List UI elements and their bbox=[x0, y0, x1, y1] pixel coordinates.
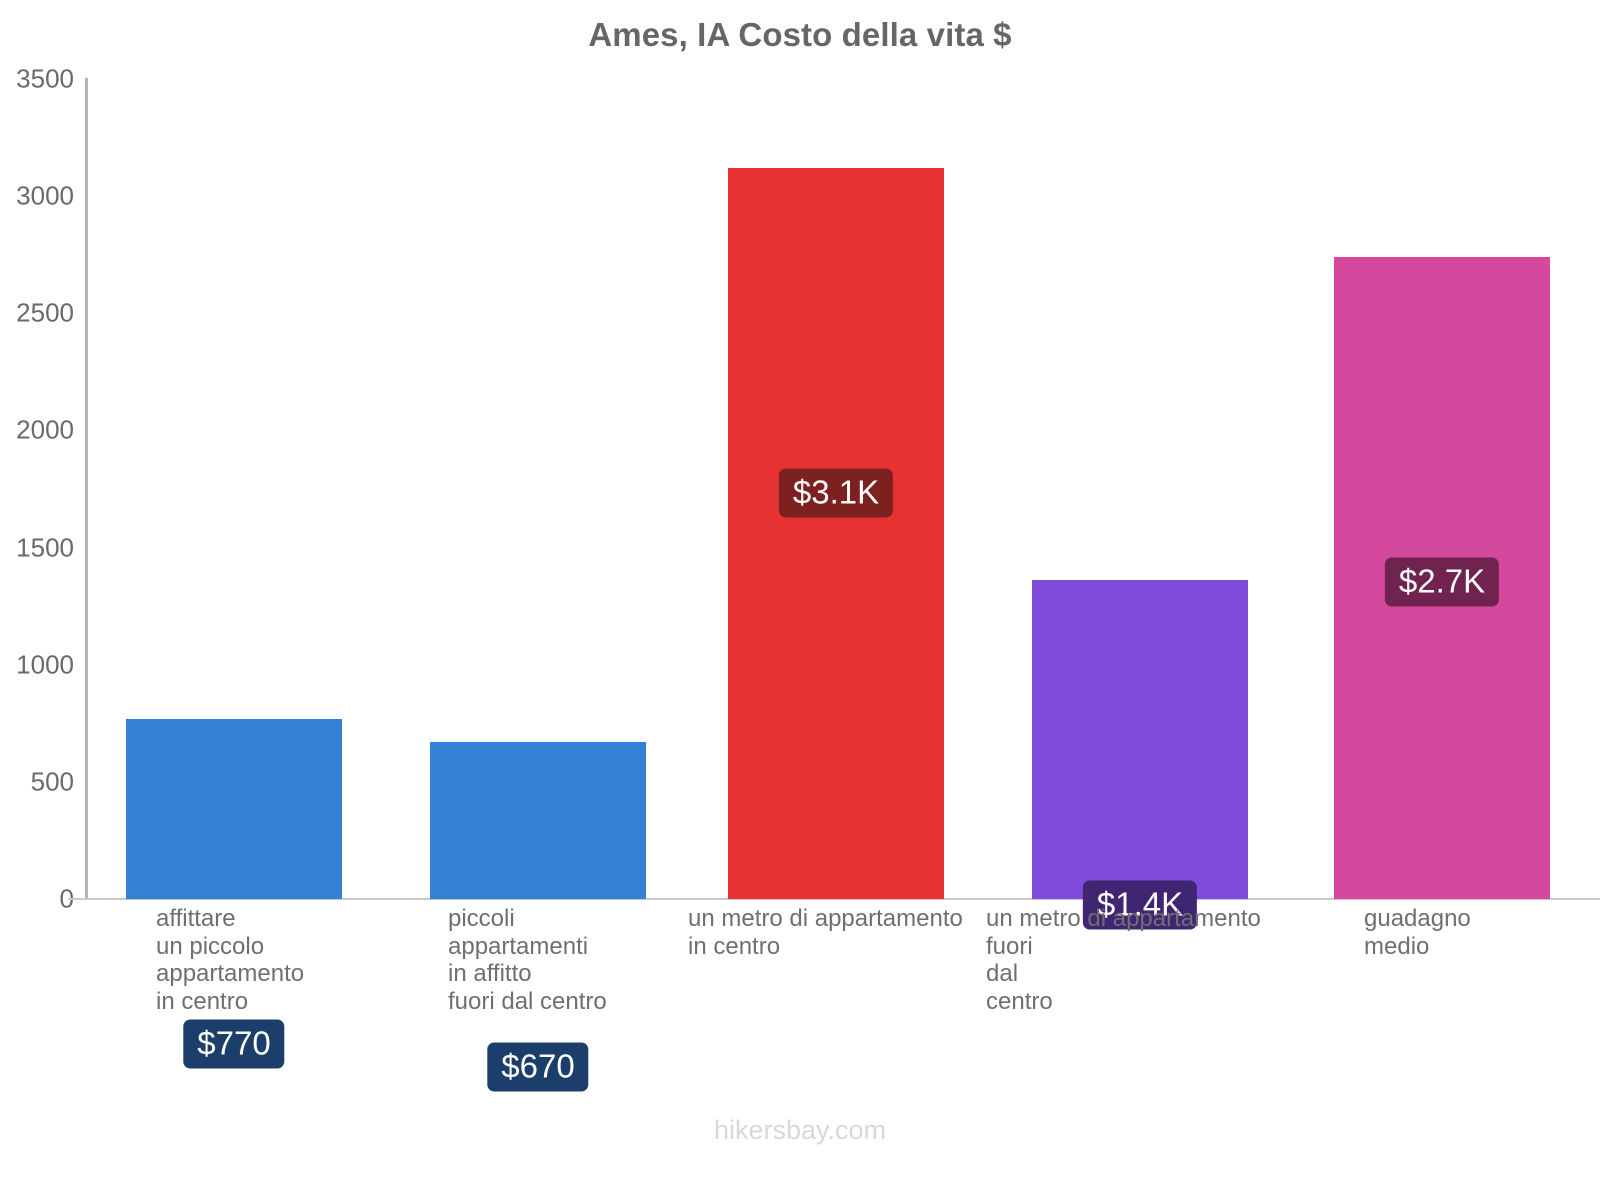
bar-value-label: $670 bbox=[487, 1042, 589, 1092]
x-axis-category-label: piccoli appartamenti in affitto fuori da… bbox=[448, 905, 607, 1015]
y-axis-tick-label: 2500 bbox=[16, 297, 74, 328]
x-axis-category-label: un metro di appartamento in centro bbox=[688, 905, 963, 960]
bar-value-label: $3.1K bbox=[778, 468, 894, 518]
bar[interactable] bbox=[430, 742, 646, 899]
y-axis-tick-label: 500 bbox=[30, 766, 74, 797]
y-axis-tick-label: 0 bbox=[59, 883, 74, 914]
y-axis-tick-label: 3000 bbox=[16, 180, 74, 211]
y-axis-tick-label: 2000 bbox=[16, 414, 74, 445]
y-axis-tick-labels: 0 500 1000 1500 2000 2500 3000 3500 bbox=[0, 0, 74, 1200]
chart-title: Ames, IA Costo della vita $ bbox=[588, 16, 1012, 53]
x-axis-category-label: un metro di appartamento fuori dal centr… bbox=[986, 905, 1261, 1015]
x-axis-category-label: affittare un piccolo appartamento in cen… bbox=[156, 905, 305, 1015]
y-axis-tick-label: 3500 bbox=[16, 63, 74, 94]
y-axis-line bbox=[85, 78, 88, 900]
footer-watermark: hikersbay.com bbox=[713, 1115, 887, 1145]
bar-value-label: $1.4K bbox=[1082, 880, 1198, 930]
x-axis-category-labels: affittare un piccolo appartamento in cen… bbox=[0, 905, 1600, 1065]
y-axis-tick-label: 1500 bbox=[16, 532, 74, 563]
bars-layer: $770 $670 $3.1K $1.4K $2.7K bbox=[126, 168, 1550, 1092]
x-axis-line bbox=[68, 898, 1600, 900]
bar-value-label: $2.7K bbox=[1384, 557, 1500, 607]
bar-value-label: $770 bbox=[183, 1019, 285, 1069]
bar[interactable] bbox=[728, 168, 944, 899]
bar[interactable] bbox=[126, 718, 342, 899]
x-axis-category-label: guadagno medio bbox=[1364, 905, 1471, 960]
y-axis-tick-label: 1000 bbox=[16, 649, 74, 680]
bar[interactable] bbox=[1032, 580, 1248, 899]
